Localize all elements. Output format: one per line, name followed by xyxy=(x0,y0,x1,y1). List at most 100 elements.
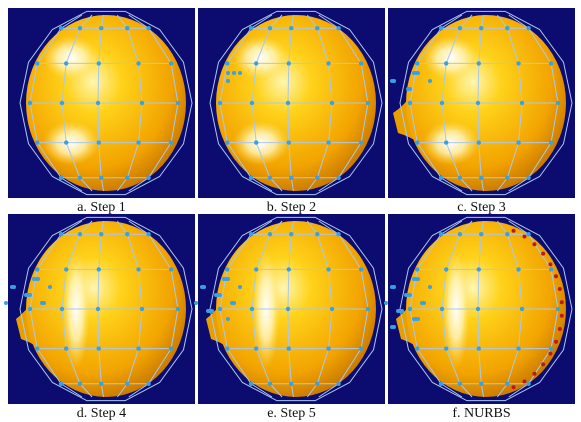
panel xyxy=(8,8,195,198)
nurbs-point xyxy=(554,274,558,278)
control-point xyxy=(505,176,509,180)
control-point xyxy=(64,61,68,65)
control-point xyxy=(412,71,416,75)
control-point xyxy=(249,382,253,386)
control-point xyxy=(336,26,340,30)
control-point xyxy=(146,232,150,236)
control-point xyxy=(206,309,210,313)
control-point xyxy=(268,26,272,30)
control-point xyxy=(59,26,63,30)
nurbs-point xyxy=(522,235,526,239)
control-point xyxy=(226,79,230,83)
control-point xyxy=(225,61,229,65)
panel xyxy=(388,8,575,198)
control-point xyxy=(420,301,424,305)
control-point xyxy=(412,277,416,281)
control-point xyxy=(64,346,68,350)
panel xyxy=(384,214,575,404)
control-point xyxy=(458,232,462,236)
control-point xyxy=(390,79,394,83)
control-point xyxy=(396,309,400,313)
control-point xyxy=(458,26,462,30)
control-point xyxy=(415,267,419,271)
nurbs-point xyxy=(512,385,516,389)
control-point xyxy=(526,26,530,30)
control-point xyxy=(48,285,52,289)
control-point xyxy=(549,267,553,271)
control-point xyxy=(359,346,363,350)
caption: e. Step 5 xyxy=(267,406,316,421)
control-point xyxy=(4,301,8,305)
control-point xyxy=(505,232,509,236)
control-point xyxy=(439,176,443,180)
control-point xyxy=(136,61,140,65)
control-point xyxy=(218,307,222,311)
control-point xyxy=(32,277,36,281)
control-point xyxy=(549,61,553,65)
panel xyxy=(4,214,195,404)
control-point xyxy=(250,307,254,311)
control-point xyxy=(97,346,101,350)
control-point xyxy=(140,307,144,311)
control-point xyxy=(24,293,28,297)
control-point xyxy=(315,232,319,236)
control-point xyxy=(99,26,103,30)
nurbs-point xyxy=(532,242,536,246)
control-point xyxy=(97,140,101,144)
control-point xyxy=(479,382,483,386)
control-point xyxy=(439,26,443,30)
control-point xyxy=(326,346,330,350)
control-point xyxy=(10,285,14,289)
control-point xyxy=(458,382,462,386)
caption: d. Step 4 xyxy=(77,406,126,421)
control-point xyxy=(78,176,82,180)
control-point xyxy=(97,267,101,271)
control-point xyxy=(238,285,242,289)
control-point xyxy=(359,267,363,271)
control-point xyxy=(549,140,553,144)
control-point xyxy=(390,325,394,329)
control-point xyxy=(444,61,448,65)
control-point xyxy=(222,277,226,281)
control-point xyxy=(526,382,530,386)
control-point xyxy=(249,176,253,180)
control-point xyxy=(476,101,480,105)
control-point xyxy=(146,382,150,386)
control-point xyxy=(96,101,100,105)
control-point xyxy=(556,101,560,105)
control-point xyxy=(440,101,444,105)
control-point xyxy=(315,26,319,30)
figure: a. Step 1b. Step 2c. Step 3d. Step 4e. S… xyxy=(0,0,581,422)
control-point xyxy=(505,26,509,30)
caption: c. Step 3 xyxy=(457,200,506,215)
control-point xyxy=(477,346,481,350)
panel xyxy=(198,8,385,198)
nurbs-point xyxy=(554,340,558,344)
control-point xyxy=(232,71,236,75)
control-point xyxy=(406,87,410,91)
control-point xyxy=(289,26,293,30)
nurbs-point xyxy=(541,362,545,366)
control-point xyxy=(556,307,560,311)
nurbs-point xyxy=(548,352,552,356)
control-point xyxy=(169,61,173,65)
nurbs-point xyxy=(541,252,545,256)
control-point xyxy=(146,176,150,180)
control-point xyxy=(254,140,258,144)
control-point xyxy=(125,382,129,386)
nurbs-point xyxy=(558,327,562,331)
control-point xyxy=(268,176,272,180)
control-point xyxy=(384,301,388,305)
control-point xyxy=(28,307,32,311)
control-point xyxy=(289,176,293,180)
nurbs-point xyxy=(548,262,552,266)
caption: f. NURBS xyxy=(452,406,510,421)
control-point xyxy=(415,61,419,65)
control-point xyxy=(28,101,32,105)
control-point xyxy=(136,140,140,144)
control-point xyxy=(125,232,129,236)
control-point xyxy=(440,307,444,311)
control-point xyxy=(64,140,68,144)
control-point xyxy=(238,71,242,75)
control-point xyxy=(225,346,229,350)
